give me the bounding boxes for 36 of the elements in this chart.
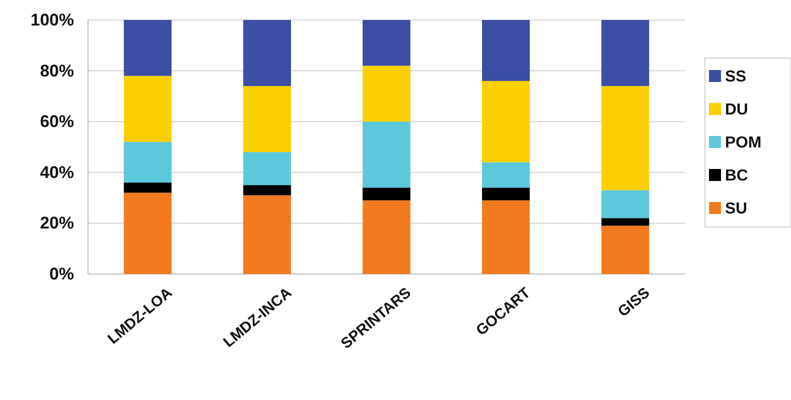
- legend-label: POM: [725, 134, 762, 152]
- bar: [124, 76, 172, 142]
- y-tick-label: 100%: [30, 10, 74, 30]
- legend-label: DU: [725, 102, 748, 119]
- y-tick-label: 80%: [40, 61, 74, 80]
- y-tick-label: 0%: [49, 264, 74, 284]
- bar: [243, 152, 291, 186]
- bar: [124, 182, 172, 193]
- bar: [601, 226, 650, 274]
- bar: [362, 122, 410, 188]
- bar: [482, 162, 530, 188]
- bar: [482, 20, 530, 81]
- legend-label: SS: [725, 68, 747, 86]
- bar: [601, 190, 650, 218]
- y-tick-label: 20%: [40, 214, 74, 233]
- bar: [482, 188, 530, 200]
- bar: [362, 66, 410, 122]
- legend-label: BC: [725, 168, 749, 185]
- y-tick-label: 40%: [40, 162, 74, 182]
- bar: [362, 188, 410, 200]
- legend-label: SU: [725, 200, 748, 218]
- bar: [482, 80, 530, 162]
- bar: [243, 86, 291, 152]
- bar: [124, 142, 172, 183]
- bar: [601, 86, 650, 190]
- bar: [362, 20, 410, 66]
- bar: [243, 20, 291, 86]
- y-tick-label: 60%: [40, 112, 74, 132]
- bar: [362, 200, 410, 274]
- bar: [601, 218, 650, 226]
- bar: [243, 195, 291, 274]
- bar: [124, 20, 172, 76]
- bar: [601, 20, 650, 86]
- bar: [243, 185, 291, 196]
- bar: [124, 192, 172, 274]
- bar: [482, 200, 530, 274]
